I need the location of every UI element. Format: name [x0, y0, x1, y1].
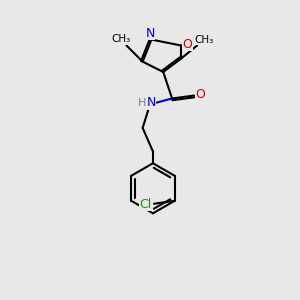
Text: O: O — [182, 38, 192, 50]
Text: H: H — [138, 98, 146, 108]
Text: Cl: Cl — [140, 198, 152, 211]
Text: N: N — [146, 96, 156, 110]
Text: CH₃: CH₃ — [112, 34, 131, 44]
Text: O: O — [196, 88, 206, 101]
Text: CH₃: CH₃ — [194, 34, 213, 45]
Text: N: N — [145, 27, 155, 40]
